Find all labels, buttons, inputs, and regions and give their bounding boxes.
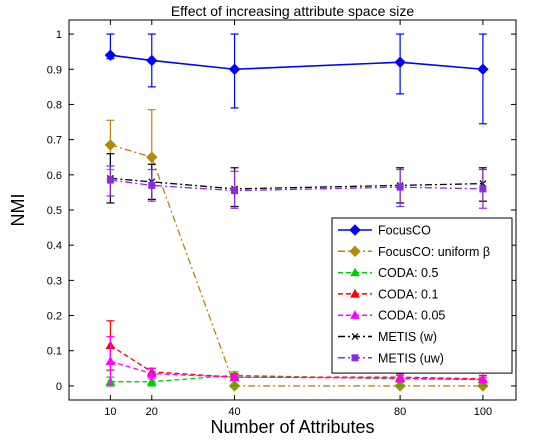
series-line — [110, 374, 483, 383]
x-tick-label: 40 — [228, 406, 240, 418]
x-tick-label: 100 — [474, 406, 492, 418]
legend-label: CODA: 0.05 — [378, 309, 445, 323]
legend-marker — [350, 288, 360, 298]
legend-marker — [350, 267, 360, 277]
data-point — [228, 63, 241, 75]
x-tick-label: 20 — [146, 406, 158, 418]
data-point — [396, 183, 404, 191]
y-tick-label: 0.3 — [47, 275, 62, 287]
legend-marker — [351, 354, 359, 362]
y-tick-label: 0.5 — [47, 205, 62, 217]
series-line — [110, 54, 483, 71]
data-point — [229, 372, 240, 381]
y-tick-label: 0.8 — [47, 99, 62, 111]
legend-label: METIS (w) — [378, 330, 437, 344]
data-point — [394, 56, 406, 68]
legend-marker — [349, 245, 361, 258]
y-tick-label: 0 — [56, 381, 62, 393]
data-point — [479, 185, 487, 193]
x-axis-title: Number of Attributes — [210, 417, 374, 437]
legend-label: METIS (uw) — [378, 351, 444, 365]
data-point — [104, 139, 117, 151]
data-point — [395, 373, 405, 382]
series-line — [110, 360, 483, 381]
legend-box — [331, 217, 513, 374]
data-point — [105, 356, 116, 365]
legend-marker — [350, 310, 360, 319]
y-axis-title: NMI — [8, 194, 28, 227]
y-tick-label: 0.2 — [47, 311, 62, 323]
data-point — [477, 63, 489, 75]
series-6 — [106, 165, 487, 209]
y-tick-label: 0.9 — [47, 64, 62, 76]
series-5 — [106, 153, 487, 208]
plot-area: 0 0.1 0.2 0.3 0.4 0.5 0.6 0.7 0.8 0.9 1 10 20 40 80 100 — [47, 19, 517, 418]
y-tick-label: 0.4 — [47, 240, 62, 252]
data-point — [146, 151, 158, 163]
data-point — [146, 376, 157, 386]
legend: FocusCO FocusCO: uniform β CODA: 0.5 CODA: … — [331, 217, 513, 374]
y-tick-label: 0.1 — [47, 346, 62, 358]
chart-title: Effect of increasing attribute space siz… — [171, 3, 415, 19]
legend-label: FocusCO: uniform β — [378, 245, 490, 259]
legend-label: CODA: 0.1 — [378, 287, 438, 301]
data-point — [148, 181, 156, 189]
data-point — [106, 176, 114, 184]
legend-marker — [349, 224, 361, 236]
legend-marker — [351, 333, 359, 340]
data-point — [146, 368, 157, 378]
y-tick-label: 0.7 — [47, 135, 62, 147]
x-tick-label: 80 — [394, 406, 406, 418]
series-4 — [105, 336, 488, 387]
legend-label: FocusCO — [378, 224, 431, 238]
data-point — [104, 49, 117, 61]
y-tick-label: 1 — [56, 29, 62, 41]
x-tick-label: 10 — [104, 406, 116, 418]
legend-label: CODA: 0.5 — [378, 266, 438, 280]
data-point — [478, 374, 488, 384]
data-point — [146, 54, 158, 67]
y-tick-label: 0.6 — [47, 170, 62, 182]
data-point — [231, 187, 239, 195]
series-0 — [104, 33, 489, 125]
